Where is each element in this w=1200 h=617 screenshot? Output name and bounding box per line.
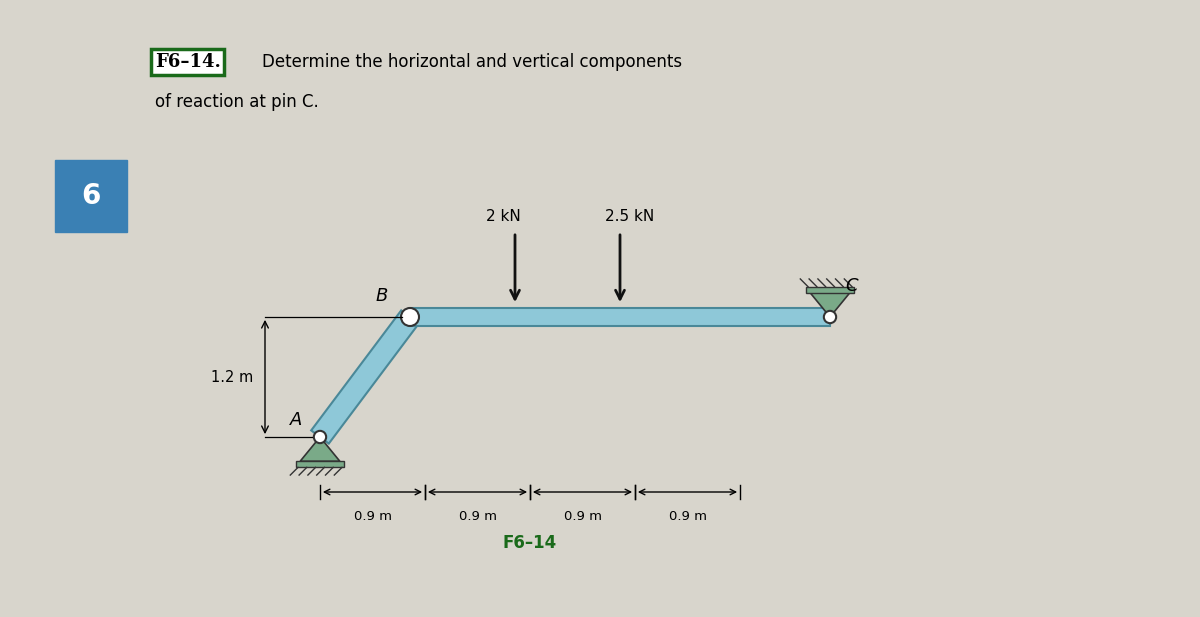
Text: A: A bbox=[289, 411, 302, 429]
Text: F6–14.: F6–14. bbox=[155, 53, 221, 71]
Circle shape bbox=[314, 431, 326, 443]
Polygon shape bbox=[410, 308, 830, 326]
Text: Determine the horizontal and vertical components: Determine the horizontal and vertical co… bbox=[262, 53, 682, 71]
Text: 6: 6 bbox=[82, 182, 101, 210]
Bar bbox=[296, 461, 344, 467]
Text: C: C bbox=[845, 277, 858, 295]
Polygon shape bbox=[311, 310, 419, 444]
Circle shape bbox=[824, 311, 836, 323]
Bar bbox=[806, 287, 854, 293]
Text: 2.5 kN: 2.5 kN bbox=[605, 209, 655, 224]
Text: B: B bbox=[376, 287, 388, 305]
Text: F6–14: F6–14 bbox=[503, 534, 557, 552]
Circle shape bbox=[401, 308, 419, 326]
Polygon shape bbox=[810, 293, 850, 317]
Bar bbox=[55, 160, 127, 232]
Text: 0.9 m: 0.9 m bbox=[458, 510, 497, 523]
Text: 0.9 m: 0.9 m bbox=[354, 510, 391, 523]
Polygon shape bbox=[300, 437, 340, 461]
Text: 2 kN: 2 kN bbox=[486, 209, 521, 224]
Text: 1.2 m: 1.2 m bbox=[211, 370, 253, 384]
Text: 0.9 m: 0.9 m bbox=[564, 510, 601, 523]
Text: of reaction at pin C.: of reaction at pin C. bbox=[155, 93, 319, 111]
Text: 0.9 m: 0.9 m bbox=[668, 510, 707, 523]
